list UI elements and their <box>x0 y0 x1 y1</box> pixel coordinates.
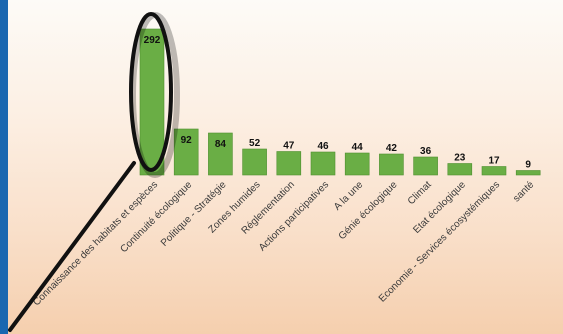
bar-8 <box>379 153 404 176</box>
bar-3 <box>208 132 233 176</box>
bar-value-label: 84 <box>215 139 227 150</box>
category-label: Génie écologique <box>337 179 400 242</box>
bar-value-label: 47 <box>283 141 295 152</box>
bar-2 <box>173 128 199 176</box>
value-labels-layer: 292 92 84 52 47 46 44 42 36 23 17 9 <box>144 35 532 171</box>
bar-value-label: 292 <box>144 35 161 46</box>
bar-4 <box>242 148 267 176</box>
bar-5 <box>276 151 302 176</box>
category-label: santé <box>511 179 536 204</box>
bar-11 <box>481 166 507 176</box>
bar-value-label: 52 <box>249 138 261 149</box>
category-label: Economie - Services écosystémiques <box>377 179 502 304</box>
highlight-ellipse <box>129 12 173 172</box>
bar-7 <box>344 152 370 176</box>
bar-value-label: 17 <box>488 156 500 167</box>
bar-value-label: 9 <box>525 160 531 171</box>
bars-layer <box>139 28 541 176</box>
bar-10 <box>447 163 473 176</box>
bar-12 <box>515 170 541 176</box>
bar-value-label: 92 <box>181 135 193 146</box>
left-accent-band <box>0 0 8 334</box>
category-label: Climat <box>406 179 434 207</box>
category-label: Politique - Stratégie <box>159 179 229 249</box>
highlight-annotation <box>8 12 180 332</box>
category-label: Actions participatives <box>257 179 331 253</box>
bar-9 <box>413 156 438 176</box>
category-label: A la une <box>332 179 366 213</box>
bar-value-label: 23 <box>454 153 466 164</box>
bar-1 <box>139 28 165 176</box>
highlight-pointer-line <box>8 161 136 332</box>
bar-value-label: 46 <box>317 141 329 152</box>
category-label: Connaissance des habitats et espèces <box>31 179 160 308</box>
bar-value-label: 42 <box>386 143 398 154</box>
bar-6 <box>310 151 336 176</box>
bar-value-label: 44 <box>352 142 364 153</box>
bar-value-label: 36 <box>420 146 432 157</box>
